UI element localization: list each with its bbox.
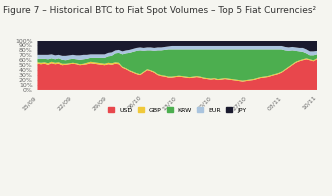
- Legend: USD, GBP, KRW, EUR, JPY: USD, GBP, KRW, EUR, JPY: [108, 107, 246, 113]
- Text: Figure 7 – Historical BTC to Fiat Spot Volumes – Top 5 Fiat Currencies²: Figure 7 – Historical BTC to Fiat Spot V…: [3, 6, 316, 15]
